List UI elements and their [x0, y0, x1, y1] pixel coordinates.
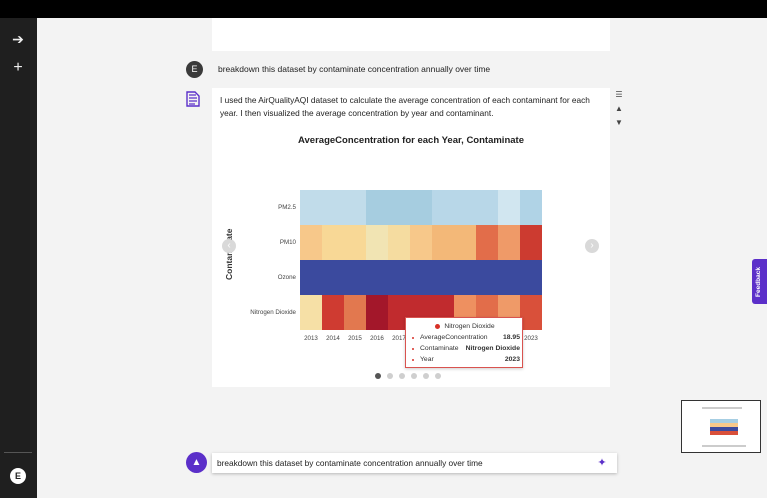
heatmap-cell[interactable]	[322, 225, 344, 260]
chart-y-axis-label: Contaminate	[224, 228, 234, 280]
tooltip-row: Year 2023	[412, 356, 520, 365]
heatmap-cell[interactable]	[498, 260, 520, 295]
heatmap-cell[interactable]	[520, 295, 542, 330]
user-message-row: E breakdown this dataset by contaminate …	[186, 61, 616, 79]
heatmap-cell[interactable]	[322, 295, 344, 330]
sidebar: ➔ + E	[0, 18, 37, 498]
heatmap-cell[interactable]	[366, 295, 388, 330]
feedback-label: Feedback	[755, 267, 762, 297]
carousel-dot[interactable]	[423, 373, 429, 379]
assistant-logo-icon	[186, 91, 200, 107]
heatmap-col-label: 2017	[392, 335, 406, 342]
previous-message-card	[212, 18, 610, 51]
carousel-dot[interactable]	[375, 373, 381, 379]
heatmap-cell[interactable]	[476, 260, 498, 295]
heatmap-col-label: 2016	[370, 335, 384, 342]
heatmap-row-label: PM2.5	[278, 203, 296, 211]
heatmap-cell[interactable]	[388, 260, 410, 295]
tooltip-row: AverageConcentration 18.95	[412, 334, 520, 343]
broom-icon[interactable]: ▲	[186, 452, 207, 473]
heatmap-cell[interactable]	[432, 225, 454, 260]
heatmap-col-label: 2013	[304, 335, 318, 342]
heatmap-cell[interactable]	[520, 190, 542, 225]
thumbs-down-icon[interactable]: ▼	[615, 118, 623, 127]
heatmap-cell[interactable]	[344, 225, 366, 260]
chart-title: AverageConcentration for each Year, Cont…	[298, 135, 524, 146]
carousel-next-button[interactable]: ›	[585, 239, 599, 253]
feedback-tab[interactable]: Feedback	[752, 259, 767, 304]
heatmap-cell[interactable]	[300, 190, 322, 225]
heatmap-cell[interactable]	[344, 190, 366, 225]
heatmap-cell[interactable]	[498, 225, 520, 260]
carousel-dot[interactable]	[387, 373, 393, 379]
heatmap-cell[interactable]	[410, 225, 432, 260]
carousel-dot[interactable]	[435, 373, 441, 379]
carousel-dot[interactable]	[399, 373, 405, 379]
heatmap-cell[interactable]	[388, 225, 410, 260]
tooltip-series-name: Nitrogen Dioxide	[444, 323, 495, 330]
chart-tooltip: Nitrogen Dioxide AverageConcentration 18.…	[405, 317, 523, 368]
carousel-dot[interactable]	[411, 373, 417, 379]
heatmap-cell[interactable]	[476, 190, 498, 225]
assistant-response-card: I used the AirQualityAQI dataset to calc…	[212, 88, 610, 387]
heatmap-cell[interactable]	[410, 260, 432, 295]
assistant-message-text: I used the AirQualityAQI dataset to calc…	[220, 95, 590, 118]
preview-thumbnail[interactable]	[681, 400, 761, 453]
tooltip-row: Contaminate Nitrogen Dioxide	[412, 345, 520, 354]
heatmap-cell[interactable]	[432, 190, 454, 225]
heatmap-cell[interactable]	[498, 190, 520, 225]
user-avatar: E	[186, 61, 203, 78]
heatmap-cell[interactable]	[322, 260, 344, 295]
heatmap-cell[interactable]	[476, 225, 498, 260]
chat-input[interactable]	[217, 456, 587, 470]
heatmap-row-label: Ozone	[277, 273, 296, 281]
heatmap-cell[interactable]	[300, 225, 322, 260]
heatmap-cell[interactable]	[366, 190, 388, 225]
heatmap-col-label: 2023	[524, 335, 538, 342]
tooltip-series-marker	[435, 323, 441, 329]
heatmap-cell[interactable]	[454, 260, 476, 295]
heatmap-cell[interactable]	[388, 190, 410, 225]
chat-input-bar: ✦	[212, 453, 617, 473]
sign-out-icon[interactable]: ➔	[12, 31, 24, 47]
heatmap-row-label: Nitrogen Dioxide	[250, 308, 296, 316]
heatmap-cell[interactable]	[300, 260, 322, 295]
carousel-dots	[375, 373, 441, 379]
heatmap-cell[interactable]	[366, 260, 388, 295]
heatmap-cell[interactable]	[454, 190, 476, 225]
heatmap-cell[interactable]	[300, 295, 322, 330]
user-message-text: breakdown this dataset by contaminate co…	[218, 64, 491, 74]
heatmap-cell[interactable]	[344, 295, 366, 330]
heatmap-cell[interactable]	[344, 260, 366, 295]
top-bar	[0, 0, 767, 18]
plus-icon[interactable]: +	[13, 59, 23, 76]
heatmap-cell[interactable]	[432, 260, 454, 295]
list-icon[interactable]: ☰	[615, 90, 623, 99]
heatmap-cell[interactable]	[520, 225, 542, 260]
sidebar-divider	[4, 452, 32, 453]
heatmap-cell[interactable]	[410, 190, 432, 225]
heatmap-cell[interactable]	[520, 260, 542, 295]
heatmap-cell[interactable]	[454, 225, 476, 260]
carousel-prev-button[interactable]: ‹	[222, 239, 236, 253]
user-avatar[interactable]: E	[10, 468, 26, 484]
heatmap-row-label: PM10	[279, 238, 296, 246]
magic-wand-icon[interactable]: ✦	[597, 457, 607, 469]
heatmap-cell[interactable]	[388, 295, 410, 330]
heatmap-col-label: 2015	[348, 335, 362, 342]
thumbs-up-icon[interactable]: ▲	[615, 104, 623, 113]
heatmap-col-label: 2014	[326, 335, 340, 342]
heatmap-cell[interactable]	[322, 190, 344, 225]
heatmap-cell[interactable]	[366, 225, 388, 260]
